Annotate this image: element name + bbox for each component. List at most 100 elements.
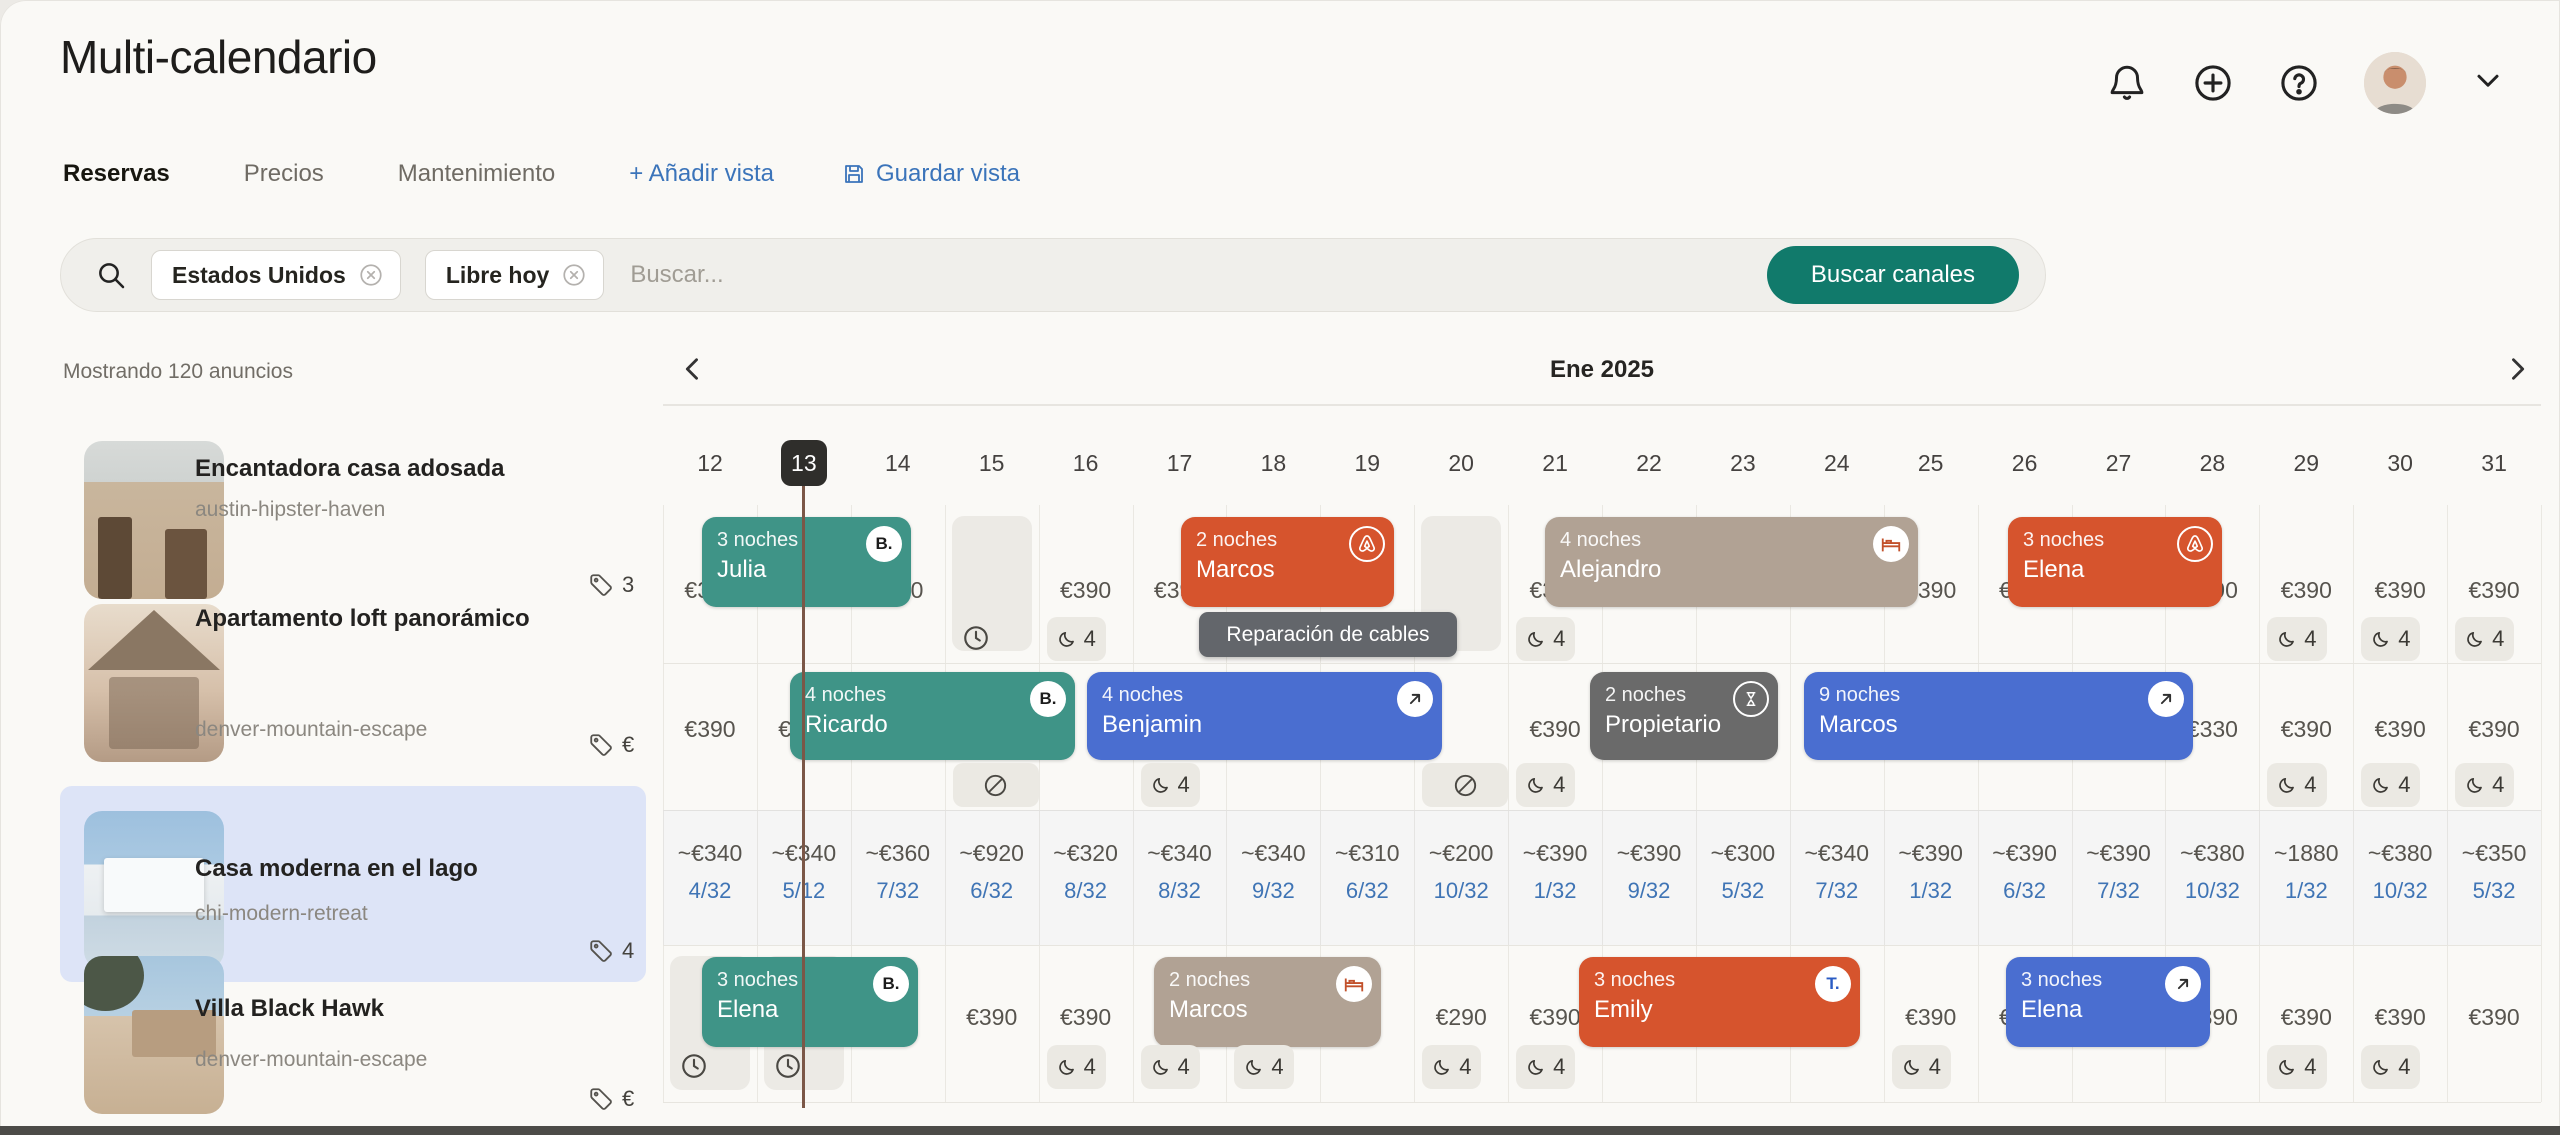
price-cell[interactable]: €390 [2374, 577, 2426, 603]
rate-cell[interactable]: ~€920 [959, 840, 1024, 866]
price-cell[interactable]: €390 [2468, 577, 2520, 603]
bar-guest-name: Julia [717, 556, 767, 583]
avatar[interactable] [2364, 52, 2426, 114]
date-cell[interactable]: 18 [1260, 450, 1287, 476]
price-cell[interactable]: €390 [1529, 1004, 1581, 1030]
reservation-bar[interactable]: 3 noches Julia B. [702, 517, 911, 607]
date-cell[interactable]: 22 [1636, 450, 1662, 476]
rate-cell[interactable]: ~€350 [2461, 840, 2527, 866]
rate-cell[interactable]: ~€390 [1522, 840, 1588, 866]
reservation-bar[interactable]: 4 noches Benjamin [1087, 672, 1442, 760]
reservation-bar[interactable]: 3 noches Emily T. [1579, 957, 1860, 1047]
date-cell[interactable]: 26 [2011, 450, 2038, 476]
remove-chip-icon[interactable] [561, 262, 587, 288]
rate-cell[interactable]: ~€320 [1053, 840, 1118, 866]
rate-cell[interactable]: ~€390 [1898, 840, 1963, 866]
rate-cell[interactable]: ~€340 [1804, 840, 1870, 866]
price-cell[interactable]: €390 [1060, 577, 1112, 603]
chevron-down-icon[interactable] [2470, 62, 2512, 104]
price-cell[interactable]: €290 [1435, 1004, 1487, 1030]
price-cell[interactable]: €390 [684, 716, 736, 742]
rate-cell[interactable]: ~€340 [1147, 840, 1212, 866]
rate-cell[interactable]: ~€390 [1992, 840, 2057, 866]
reservation-bar[interactable]: 9 noches Marcos [1804, 672, 2193, 760]
tab-reservas[interactable]: Reservas [63, 160, 170, 187]
search-channels-button[interactable]: Buscar canales [1766, 246, 2019, 304]
price-cell[interactable]: €390 [1529, 716, 1581, 742]
rate-cell[interactable]: ~€310 [1334, 840, 1400, 866]
price-cell[interactable]: €390 [2468, 716, 2520, 742]
price-cell[interactable]: €390 [2468, 1004, 2520, 1030]
reservation-bar[interactable]: 3 noches Elena [2008, 517, 2222, 607]
grid-row-line [663, 663, 2541, 664]
booking-channel-icon: B. [866, 526, 902, 562]
reservation-bar[interactable]: 2 noches Marcos [1154, 957, 1381, 1047]
rate-cell[interactable]: ~€380 [2180, 840, 2245, 866]
date-cell[interactable]: 29 [2293, 450, 2320, 476]
rate-cell[interactable]: ~€200 [1428, 840, 1494, 866]
blocked-cell[interactable] [951, 516, 1032, 651]
remove-chip-icon[interactable] [358, 262, 384, 288]
price-cell[interactable]: €390 [2374, 1004, 2426, 1030]
date-cell[interactable]: 28 [2199, 450, 2226, 476]
date-cell[interactable]: 31 [2481, 450, 2507, 476]
price-cell[interactable]: €390 [2280, 1004, 2332, 1030]
reservation-bar[interactable]: 4 noches Alejandro [1545, 517, 1918, 607]
date-cell[interactable]: 30 [2387, 450, 2413, 476]
date-cell[interactable]: 14 [885, 450, 911, 476]
bar-guest-name: Propietario [1605, 711, 1722, 738]
date-cell[interactable]: 19 [1354, 450, 1381, 476]
rate-cell[interactable]: ~€380 [2367, 840, 2433, 866]
help-icon[interactable] [2278, 62, 2320, 104]
price-cell[interactable]: €390 [2374, 716, 2426, 742]
price-cell[interactable]: €390 [2280, 577, 2332, 603]
rate-cell[interactable]: ~€340 [677, 840, 743, 866]
date-cell[interactable]: 27 [2105, 450, 2132, 476]
reservation-bar[interactable]: 2 noches Marcos [1181, 517, 1394, 607]
date-cell[interactable]: 25 [1917, 450, 1944, 476]
bed-channel-icon [1336, 966, 1372, 1002]
prev-month-button[interactable] [676, 352, 710, 386]
search-input[interactable]: Buscar... [630, 261, 724, 288]
bell-icon[interactable] [2106, 62, 2148, 104]
today-badge[interactable]: 13 [780, 440, 827, 486]
price-cell[interactable]: €390 [1905, 1004, 1957, 1030]
tab-precios[interactable]: Precios [243, 160, 324, 187]
rate-cell[interactable]: ~€390 [2086, 840, 2151, 866]
date-cell[interactable]: 17 [1166, 450, 1193, 476]
rate-cell[interactable]: ~1880 [2273, 840, 2339, 866]
add-view-button[interactable]: + Añadir vista [629, 160, 774, 188]
rate-cell[interactable]: ~€340 [1241, 840, 1306, 866]
date-cell[interactable]: 23 [1730, 450, 1756, 476]
reservation-bar[interactable]: 3 noches Elena B. [702, 957, 918, 1047]
date-cell[interactable]: 24 [1824, 450, 1850, 476]
add-circle-icon[interactable] [2192, 62, 2234, 104]
date-cell[interactable]: 12 [697, 450, 723, 476]
bar-nights-label: 3 noches [1594, 969, 1676, 991]
bar-nights-label: 4 noches [1102, 684, 1184, 706]
reservation-bar[interactable]: 2 noches Propietario [1590, 672, 1778, 760]
reservation-bar[interactable]: 3 noches Elena [2006, 957, 2210, 1047]
price-cell[interactable]: €390 [1060, 1004, 1112, 1030]
rate-cell[interactable]: ~€360 [865, 840, 931, 866]
save-view-button[interactable]: Guardar vista [842, 160, 1020, 188]
occupancy-fraction: 5/32 [1721, 878, 1765, 903]
filter-chip-libre-hoy[interactable]: Libre hoy [424, 250, 605, 300]
grid-column-line [2259, 505, 2261, 1102]
filter-chip-estados-unidos[interactable]: Estados Unidos [151, 250, 401, 300]
price-cell[interactable]: €330 [2186, 716, 2238, 742]
date-cell[interactable]: 15 [978, 450, 1005, 476]
today-line [802, 486, 806, 1108]
date-cell[interactable]: 21 [1542, 450, 1568, 476]
listing-slug: austin-hipster-haven [195, 498, 386, 521]
listing-slug: denver-mountain-escape [195, 1048, 428, 1071]
price-cell[interactable]: €390 [2280, 716, 2332, 742]
next-month-button[interactable] [2500, 352, 2534, 386]
rate-cell[interactable]: ~€390 [1616, 840, 1682, 866]
date-cell[interactable]: 16 [1072, 450, 1099, 476]
tab-mantenimiento[interactable]: Mantenimiento [397, 160, 556, 187]
rate-cell[interactable]: ~€300 [1710, 840, 1776, 866]
reservation-bar[interactable]: 4 noches Ricardo B. [790, 672, 1075, 760]
price-cell[interactable]: €390 [966, 1004, 1018, 1030]
date-cell[interactable]: 20 [1448, 450, 1474, 476]
